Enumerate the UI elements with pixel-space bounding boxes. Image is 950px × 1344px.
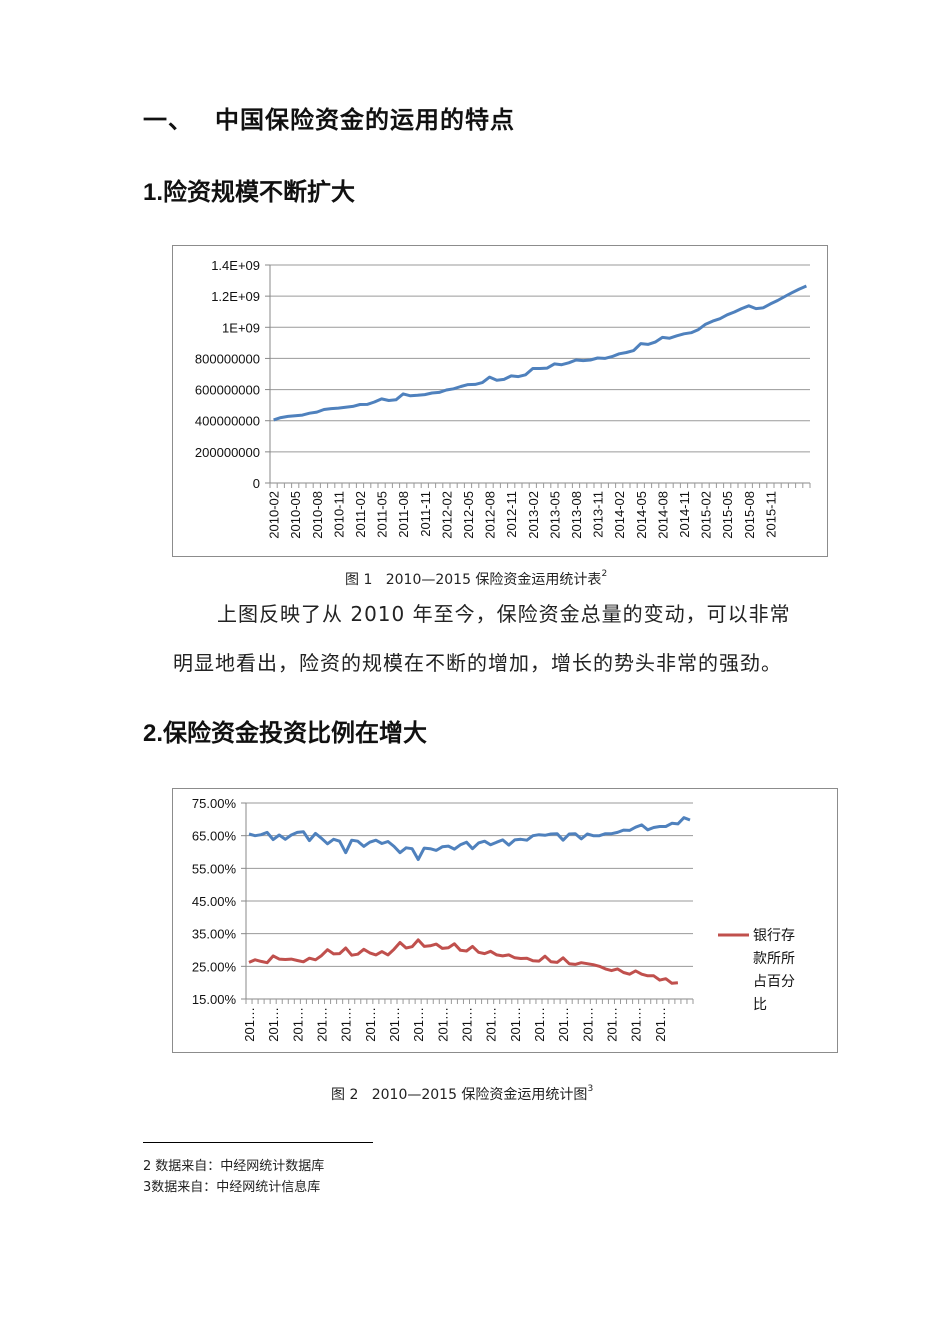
x-tick-label: 2010-08 — [310, 491, 325, 539]
y-tick-label: 25.00% — [192, 959, 237, 974]
x-tick-label: 2012-05 — [461, 491, 476, 539]
x-tick-label: 2011-02 — [353, 491, 368, 538]
y-tick-label: 75.00% — [192, 796, 237, 811]
y-tick-label: 400000000 — [195, 414, 260, 429]
series-line — [248, 938, 679, 985]
x-tick-label: 201… — [580, 1007, 595, 1042]
y-tick-label: 0 — [253, 476, 260, 491]
legend-label: 款所所 — [753, 950, 795, 966]
y-tick-label: 1.2E+09 — [211, 289, 260, 304]
footnote-3: 3数据来自：中经网统计信息库 — [143, 1176, 320, 1195]
footnote-ref: 2 — [601, 569, 608, 579]
figure-1-caption: 图 1 2010—2015 保险资金运用统计表2 — [345, 569, 607, 589]
paragraph-line-2: 明显地看出，险资的规模在不断的增加，增长的势头非常的强劲。 — [173, 651, 782, 675]
legend-label: 银行存 — [753, 927, 795, 943]
figure-2-caption: 图 2 2010—2015 保险资金运用统计图3 — [331, 1084, 593, 1104]
y-tick-label: 200000000 — [195, 445, 260, 460]
x-tick-label: 201… — [484, 1007, 499, 1042]
chart-bank-deposit-ratio: 15.00% 25.00% 35.00% 45.00% 55.00% 65.00% 75.0… — [172, 788, 838, 1053]
x-tick-label: 2012-11 — [504, 491, 519, 538]
x-tick-label: 2014-02 — [612, 491, 627, 539]
figure-label: 图 2 — [331, 1087, 359, 1103]
subsection-number: 1. — [143, 179, 164, 206]
x-tick-label: 2011-05 — [375, 491, 390, 538]
footnote-number: 2 — [143, 1159, 152, 1174]
x-tick-label: 201… — [508, 1007, 523, 1042]
y-tick-label: 55.00% — [192, 861, 237, 876]
section-heading: 一、 中国保险资金的运用的特点 — [143, 100, 515, 135]
figure-title: 2010—2015 保险资金运用统计图 — [371, 1087, 588, 1103]
x-tick-label: 201… — [556, 1007, 571, 1042]
y-tick-label: 65.00% — [192, 829, 237, 844]
x-tick-label: 2015-02 — [699, 491, 714, 539]
y-tick-label: 1E+09 — [222, 320, 260, 335]
x-tick-label: 2013-08 — [569, 491, 584, 539]
figure-label: 图 1 — [345, 572, 373, 588]
x-tick-label: 201… — [532, 1007, 547, 1042]
y-tick-label: 600000000 — [195, 383, 260, 398]
subsection-number: 2. — [143, 720, 164, 747]
footnote-text: 数据来自：中经网统计信息库 — [151, 1180, 321, 1195]
paragraph-line-1: 上图反映了从 2010 年至今，保险资金总量的变动，可以非常 — [217, 602, 791, 626]
x-tick-label: 201… — [411, 1007, 426, 1042]
footnote-ref: 3 — [587, 1084, 594, 1094]
x-tick-label: 2015-11 — [763, 491, 778, 538]
x-tick-label: 2013-02 — [526, 491, 541, 539]
x-tick-label: 201… — [629, 1007, 644, 1042]
footnote-number: 3 — [143, 1180, 152, 1195]
x-tick-label: 201… — [459, 1007, 474, 1042]
x-tick-label: 2015-08 — [742, 491, 757, 539]
x-tick-label: 201… — [339, 1007, 354, 1042]
footnote-separator — [143, 1142, 373, 1143]
x-tick-label: 2010-11 — [331, 491, 346, 538]
x-tick-label: 201… — [266, 1007, 281, 1042]
x-tick-label: 2013-05 — [547, 491, 562, 539]
y-tick-label: 35.00% — [192, 927, 237, 942]
x-tick-label: 2014-08 — [655, 491, 670, 539]
x-tick-label: 2011-08 — [396, 491, 411, 538]
legend-label: 占百分 — [753, 973, 795, 989]
footnote-2: 2 数据来自：中经网统计数据库 — [143, 1155, 324, 1174]
x-tick-label: 2011-11 — [418, 491, 433, 537]
x-tick-label: 201… — [242, 1007, 257, 1042]
y-tick-label: 45.00% — [192, 894, 237, 909]
x-tick-label: 2015-05 — [720, 491, 735, 539]
series-line — [273, 284, 807, 422]
x-tick-label: 2010-05 — [288, 491, 303, 539]
x-tick-label: 2013-11 — [591, 491, 606, 538]
x-tick-label: 201… — [290, 1007, 305, 1042]
x-tick-label: 2012-08 — [483, 491, 498, 539]
x-tick-label: 201… — [315, 1007, 330, 1042]
subsection-title: 保险资金投资比例在增大 — [163, 719, 428, 747]
subsection-heading-1: 1.险资规模不断扩大 — [143, 172, 355, 207]
series-line — [248, 816, 691, 861]
x-tick-label: 201… — [435, 1007, 450, 1042]
subsection-title: 险资规模不断扩大 — [163, 178, 356, 206]
x-tick-label: 2012-02 — [439, 491, 454, 539]
footnote-text: 数据来自：中经网统计数据库 — [155, 1159, 325, 1174]
subsection-heading-2: 2.保险资金投资比例在增大 — [143, 713, 427, 748]
line-chart-2: 15.00% 25.00% 35.00% 45.00% 55.00% 65.00% 75.0… — [192, 796, 795, 1042]
x-tick-label: 201… — [653, 1007, 668, 1042]
chart-insurance-fund-total: 0 200000000 400000000 600000000 800000000 1E+… — [172, 245, 828, 557]
y-tick-label: 800000000 — [195, 351, 260, 366]
figure-title: 2010—2015 保险资金运用统计表 — [385, 572, 602, 588]
x-tick-label: 201… — [604, 1007, 619, 1042]
legend-label: 比 — [753, 996, 767, 1012]
y-tick-label: 15.00% — [192, 992, 237, 1007]
x-tick-label: 2014-05 — [634, 491, 649, 539]
section-title: 中国保险资金的运用的特点 — [215, 106, 515, 134]
x-tick-label: 2010-02 — [267, 491, 282, 539]
line-chart-1: 0 200000000 400000000 600000000 800000000 1E+… — [195, 258, 811, 539]
x-tick-label: 2014-11 — [677, 491, 692, 538]
x-tick-label: 201… — [387, 1007, 402, 1042]
x-tick-label: 201… — [363, 1007, 378, 1042]
y-tick-label: 1.4E+09 — [211, 258, 260, 273]
section-number: 一、 — [143, 106, 193, 134]
